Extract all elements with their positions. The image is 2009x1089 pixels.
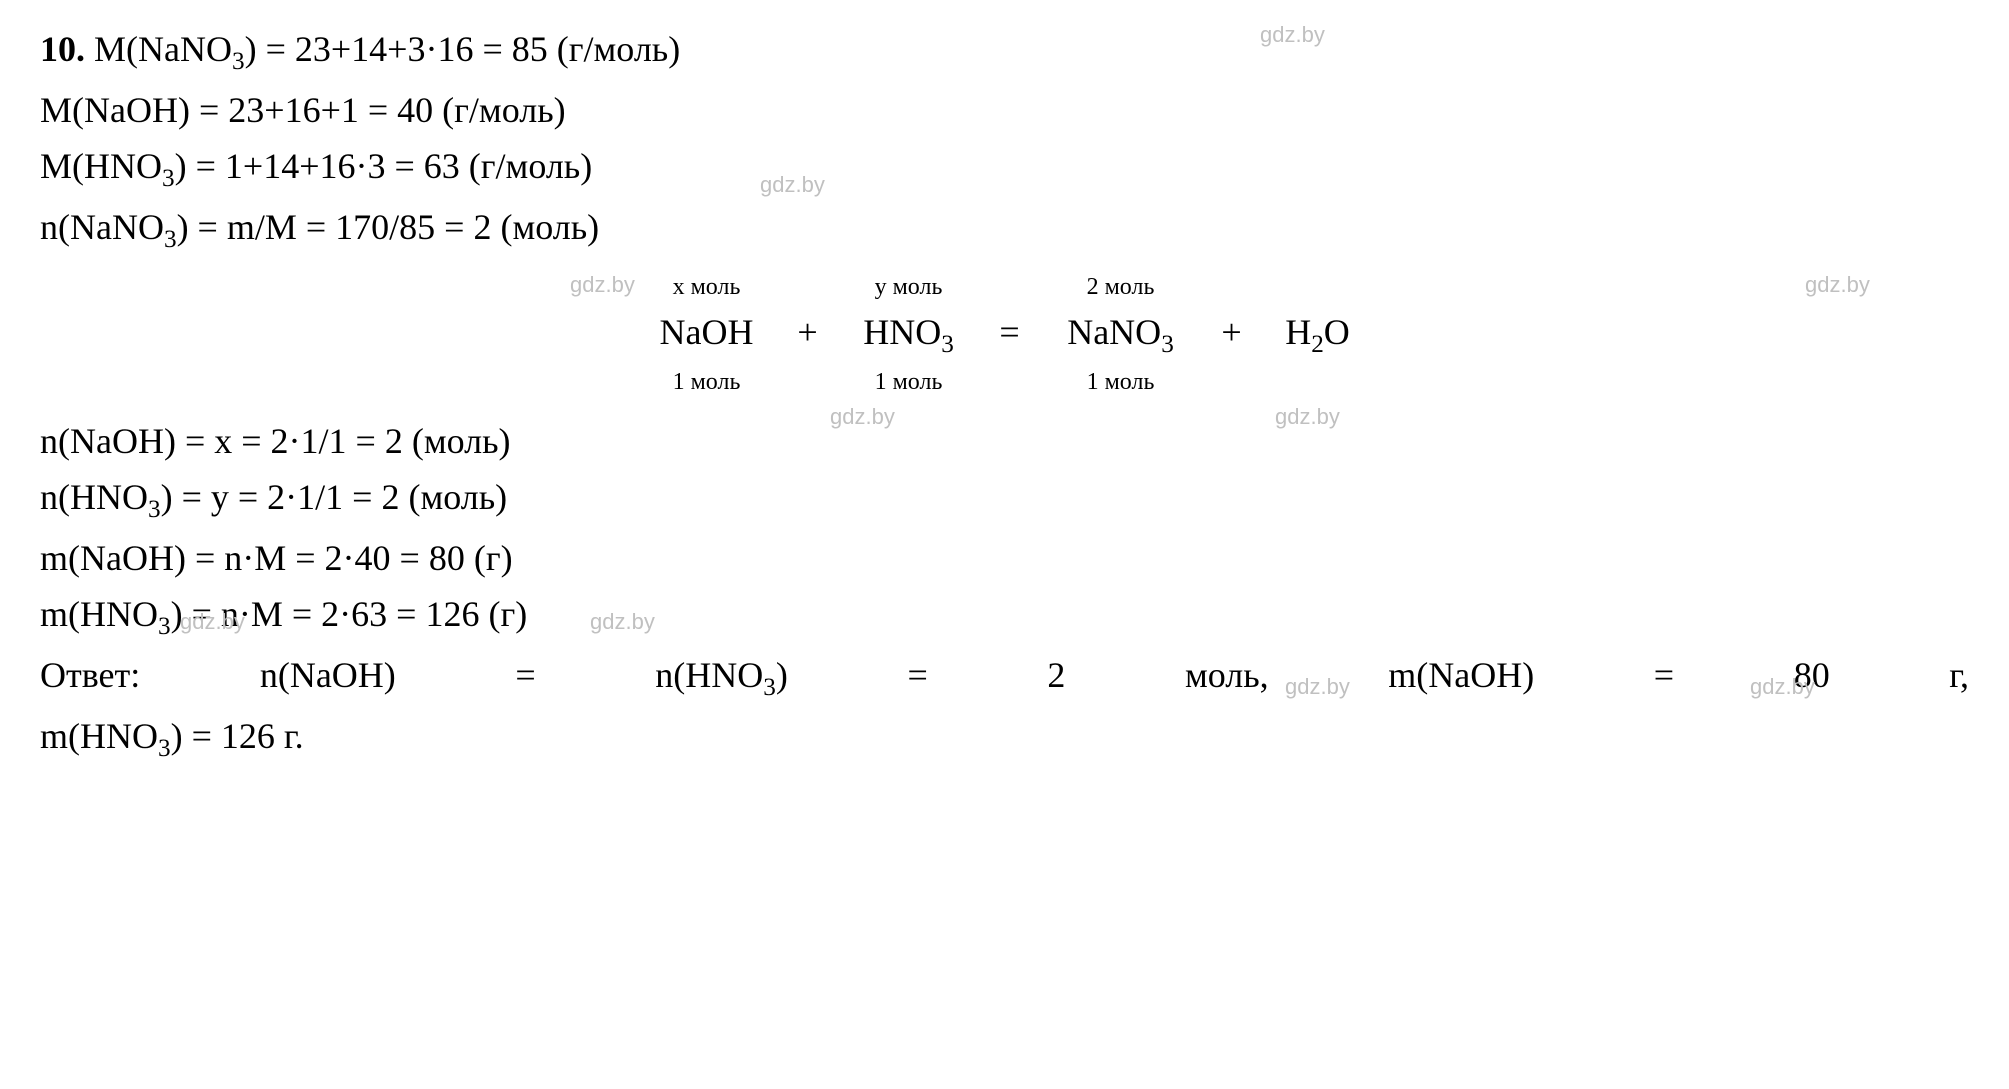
subscript: 3 — [232, 48, 245, 75]
text: ) = 1+14+16·3 = 63 (г/моль) — [175, 146, 593, 186]
subscript: 3 — [763, 674, 776, 701]
text: 80 — [1794, 655, 1830, 695]
text: O — [1324, 312, 1350, 352]
text: M(NaOH) = 23+16+1 = 40 (г/моль) — [40, 90, 566, 130]
moles-nano3: n(NaNO3) = m/M = 170/85 = 2 (моль) — [40, 200, 1969, 259]
eqn-operator: + — [1204, 305, 1260, 359]
subscript: 3 — [941, 331, 954, 358]
molar-mass-nano3: 10. M(NaNO3) = 23+14+3·16 = 85 (г/моль) — [40, 22, 1969, 81]
text: n(HNO — [40, 477, 148, 517]
subscript: 2 — [1311, 331, 1324, 358]
moles-naoh: n(NaOH) = x = 2·1/1 = 2 (моль) — [40, 414, 1969, 468]
text: M(NaNO — [94, 29, 232, 69]
text: ) = m/M = 170/85 = 2 (моль) — [177, 207, 600, 247]
text: ) = y = 2·1/1 = 2 (моль) — [161, 477, 508, 517]
text: m(HNO — [40, 594, 158, 634]
text: n(NaOH) = x = 2·1/1 = 2 (моль) — [40, 421, 511, 461]
eqn-operator: + — [780, 305, 836, 359]
text: n(HNO3) — [655, 655, 788, 695]
text: ) = n·M = 2·63 = 126 (г) — [171, 594, 528, 634]
eqn-term: NaOH — [634, 305, 780, 359]
text: NaNO — [1067, 312, 1161, 352]
eqn-label-top: у моль — [836, 269, 982, 305]
mass-naoh: m(NaOH) = n·M = 2·40 = 80 (г) — [40, 531, 1969, 585]
text: = — [1654, 655, 1674, 695]
eqn-label-bottom: 1 моль — [634, 364, 780, 400]
moles-hno3: n(HNO3) = y = 2·1/1 = 2 (моль) — [40, 470, 1969, 529]
subscript: 3 — [162, 165, 175, 192]
eqn-label-bottom: 1 моль — [836, 364, 982, 400]
text: 2 — [1047, 655, 1065, 695]
eqn-label-top: х моль — [634, 269, 780, 305]
text: г, — [1949, 655, 1969, 695]
mass-hno3: m(HNO3) = n·M = 2·63 = 126 (г) — [40, 587, 1969, 646]
text: = — [907, 655, 927, 695]
text: m(NaOH) = n·M = 2·40 = 80 (г) — [40, 538, 513, 578]
eqn-label-bottom: 1 моль — [1038, 364, 1204, 400]
eqn-operator: = — [982, 305, 1038, 359]
subscript: 3 — [148, 496, 161, 523]
answer-line-2: m(HNO3) = 126 г. — [40, 709, 1969, 768]
eqn-term: NaNO3 — [1038, 305, 1204, 364]
eqn-term: HNO3 — [836, 305, 982, 364]
molar-mass-hno3: M(HNO3) = 1+14+16·3 = 63 (г/моль) — [40, 139, 1969, 198]
text: Ответ: — [40, 655, 140, 695]
text: m(NaOH) — [1388, 655, 1534, 695]
molar-mass-naoh: M(NaOH) = 23+16+1 = 40 (г/моль) — [40, 83, 1969, 137]
subscript: 3 — [164, 226, 177, 253]
text: ) = 126 г. — [171, 716, 304, 756]
problem-number: 10. — [40, 29, 85, 69]
text: HNO — [863, 312, 941, 352]
text: ) — [776, 655, 788, 695]
subscript: 3 — [158, 613, 171, 640]
text: ) = 23+14+3·16 = 85 (г/моль) — [245, 29, 681, 69]
text: моль, — [1185, 655, 1269, 695]
chemical-equation: х моль у моль 2 моль NaOH + HNO3 = NaNO3… — [40, 269, 1969, 404]
eqn-term: H2O — [1260, 305, 1376, 364]
text: n(HNO — [655, 655, 763, 695]
subscript: 3 — [158, 735, 171, 762]
text: n(NaOH) — [260, 655, 396, 695]
text: H — [1285, 312, 1311, 352]
text: = — [515, 655, 535, 695]
text: M(HNO — [40, 146, 162, 186]
answer-line-1: Ответ: n(NaOH) = n(HNO3) = 2 моль, m(NaO… — [40, 648, 1969, 707]
text: n(NaNO — [40, 207, 164, 247]
eqn-label-top: 2 моль — [1038, 269, 1204, 305]
subscript: 3 — [1161, 331, 1174, 358]
text: m(HNO — [40, 716, 158, 756]
